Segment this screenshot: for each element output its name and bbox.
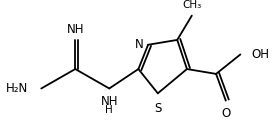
Text: NH: NH — [101, 95, 118, 108]
Text: CH₃: CH₃ — [182, 0, 202, 10]
Text: OH: OH — [251, 48, 269, 61]
Text: H₂N: H₂N — [6, 82, 28, 95]
Text: H: H — [105, 105, 113, 115]
Text: O: O — [221, 107, 230, 120]
Text: S: S — [154, 102, 162, 115]
Text: NH: NH — [67, 23, 84, 36]
Text: N: N — [135, 38, 144, 51]
